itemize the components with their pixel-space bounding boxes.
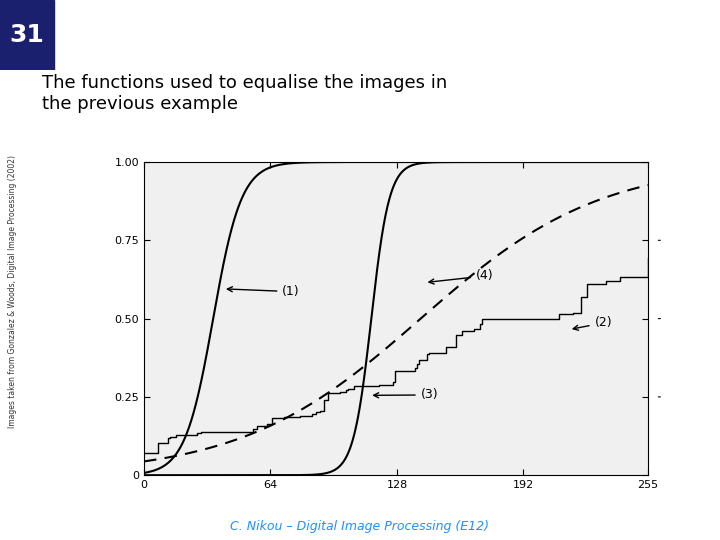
Text: Equalisation Transformation Functions: Equalisation Transformation Functions: [80, 21, 683, 49]
Text: 31: 31: [9, 23, 44, 47]
Text: (4): (4): [429, 269, 494, 284]
Bar: [0, 0, 54, 70]
Text: (2): (2): [573, 316, 612, 330]
Text: (3): (3): [374, 388, 438, 401]
Text: The functions used to equalise the images in
the previous example: The functions used to equalise the image…: [42, 74, 448, 113]
Text: Images taken from Gonzalez & Woods, Digital Image Processing (2002): Images taken from Gonzalez & Woods, Digi…: [8, 155, 17, 428]
Text: (1): (1): [228, 285, 300, 298]
Text: C. Nikou – Digital Image Processing (E12): C. Nikou – Digital Image Processing (E12…: [230, 520, 490, 533]
